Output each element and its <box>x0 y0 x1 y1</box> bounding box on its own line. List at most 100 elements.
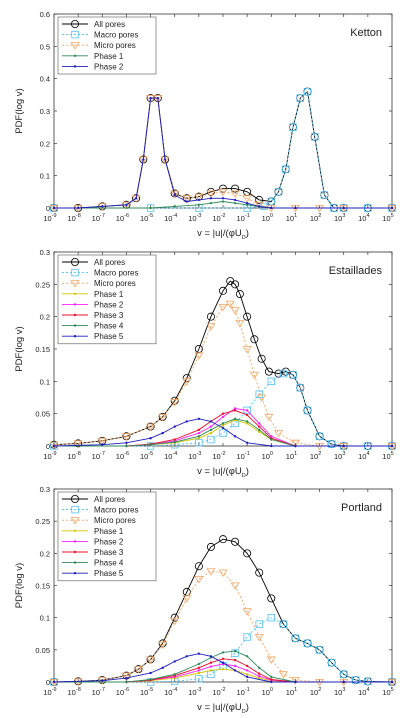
data-point <box>296 384 304 392</box>
data-point <box>219 429 227 437</box>
data-point <box>209 197 213 200</box>
data-point <box>282 165 290 173</box>
y-tick-label: 0.3 <box>40 248 50 257</box>
data-point <box>209 425 213 428</box>
series-8 <box>52 417 394 448</box>
y-tick-label: 0 <box>46 204 50 213</box>
data-point <box>73 292 77 295</box>
x-tick-label: 10-4 <box>164 213 177 223</box>
y-tick-label: 0.25 <box>35 517 50 526</box>
data-point <box>101 679 104 682</box>
x-tick-label: 10-7 <box>92 451 105 461</box>
data-point <box>194 193 204 202</box>
data-point <box>245 669 249 672</box>
data-point <box>320 191 329 199</box>
data-point <box>149 678 152 681</box>
legend-item: Micro pores <box>62 279 136 288</box>
data-point <box>73 540 77 543</box>
legend-label: Macro pores <box>94 31 138 40</box>
data-point <box>270 206 273 210</box>
legend-item: Phase 5 <box>62 569 124 578</box>
data-point <box>170 396 179 405</box>
data-point <box>173 425 176 428</box>
data-point <box>170 190 180 198</box>
x-tick-label: 100 <box>262 451 273 461</box>
data-point <box>267 594 276 603</box>
y-tick-label: 0.5 <box>40 42 50 51</box>
data-point <box>243 549 252 558</box>
series-line <box>54 97 392 209</box>
data-point <box>225 300 235 309</box>
x-tick-label: 10-9 <box>43 213 56 223</box>
data-point <box>230 190 240 198</box>
legend-label: Phase 1 <box>94 52 124 61</box>
data-point <box>315 679 325 687</box>
series-8 <box>52 652 394 684</box>
data-point <box>245 675 249 679</box>
data-point <box>245 664 249 668</box>
data-point <box>267 377 275 386</box>
data-point <box>221 651 225 654</box>
x-tick-label: 103 <box>334 213 345 223</box>
data-point <box>49 441 59 450</box>
x-tick-label: 10-5 <box>140 451 153 461</box>
data-point <box>258 666 261 670</box>
data-point <box>315 443 325 451</box>
data-point <box>303 406 312 415</box>
x-tick-label: 10-6 <box>116 451 129 461</box>
data-point <box>258 428 261 432</box>
data-point <box>209 661 213 664</box>
data-point <box>279 620 288 628</box>
legend-box <box>57 254 157 345</box>
data-point <box>218 184 227 193</box>
data-point <box>73 65 77 68</box>
x-tick-label: 10-5 <box>140 213 153 223</box>
data-point <box>290 439 300 448</box>
legend-label: Macro pores <box>94 269 138 278</box>
data-point <box>125 444 128 448</box>
legend-item: Macro pores <box>62 269 138 278</box>
data-point <box>267 613 275 622</box>
data-point <box>146 95 156 103</box>
x-tick-label: 104 <box>358 451 369 461</box>
x-tick-label: 10-2 <box>212 687 225 697</box>
x-tick-label: 10-1 <box>237 213 250 223</box>
data-point <box>73 561 77 564</box>
data-point <box>245 673 249 676</box>
data-point <box>206 312 215 321</box>
x-tick-label: 10-3 <box>188 687 201 697</box>
data-point <box>207 435 215 444</box>
data-point <box>125 676 128 680</box>
data-point <box>245 420 249 423</box>
legend-item: All pores <box>62 494 125 504</box>
data-point <box>73 550 77 554</box>
x-tick-label: 105 <box>382 687 393 697</box>
data-point <box>255 568 264 577</box>
x-tick-label: 10-9 <box>43 687 56 697</box>
x-tick-label: 105 <box>382 213 393 223</box>
data-point <box>257 354 266 363</box>
legend-item: Phase 2 <box>62 62 124 71</box>
data-point <box>197 669 201 672</box>
data-point <box>230 307 240 315</box>
y-tick-label: 0.1 <box>40 172 50 181</box>
data-point <box>245 201 249 205</box>
data-point <box>71 268 79 277</box>
series-5 <box>52 96 394 210</box>
data-point <box>245 413 249 417</box>
data-point <box>173 660 176 663</box>
data-point <box>270 444 273 448</box>
legend-label: All pores <box>94 20 125 29</box>
data-point <box>390 206 394 210</box>
data-point <box>243 633 251 641</box>
legend-label: Micro pores <box>94 516 136 525</box>
data-point <box>245 409 249 412</box>
y-axis-label: PDF(log v) <box>14 563 25 608</box>
legend-item: Phase 2 <box>62 300 124 309</box>
legend-label: Phase 2 <box>94 300 124 309</box>
chart-panel-1: 10-9 10-8 10-7 10-6 10-5 10-4 10-3 10-2 10-1 100 1… <box>14 10 397 241</box>
data-point <box>327 659 336 667</box>
data-point <box>173 440 176 444</box>
data-point <box>245 441 249 444</box>
